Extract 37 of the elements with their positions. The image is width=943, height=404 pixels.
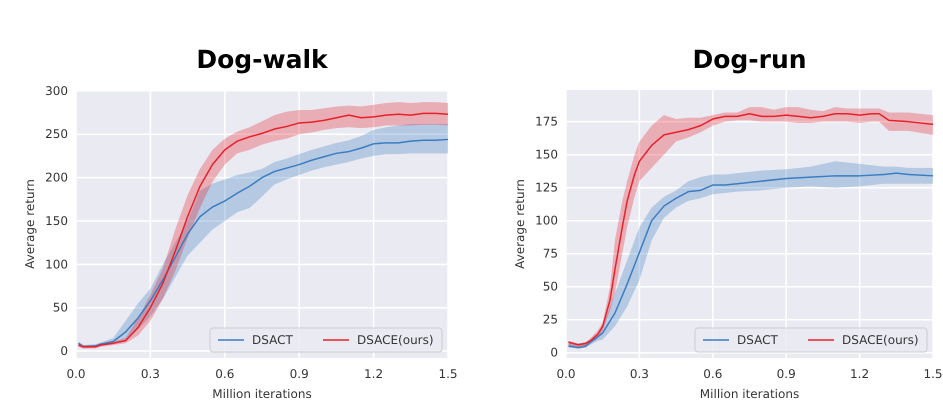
y-tick-label: 100	[535, 214, 558, 228]
x-tick-label: 0.0	[556, 367, 576, 381]
x-tick-label: 1.5	[923, 367, 943, 381]
y-tick-label: 175	[535, 114, 558, 129]
y-tick-label: 300	[45, 84, 68, 98]
x-tick-label: 0.6	[215, 367, 234, 381]
y-tick-label: 100	[45, 257, 68, 272]
legend-label: DSACT	[737, 333, 778, 347]
y-tick-label: 0	[550, 346, 558, 360]
x-tick-label: 1.2	[850, 367, 870, 381]
y-tick-label: 200	[45, 170, 68, 185]
x-tick-label: 0.3	[630, 367, 649, 381]
chart-title: Dog-run	[692, 45, 807, 74]
y-tick-label: 150	[535, 148, 558, 162]
y-tick-label: 50	[542, 280, 558, 294]
x-tick-label: 1.2	[364, 367, 384, 381]
y-axis-title: Average return	[513, 179, 527, 269]
x-tick-label: 0.9	[776, 367, 796, 381]
legend-label: DSACT	[252, 333, 294, 347]
legend-label: DSACE(ours)	[842, 333, 919, 347]
x-tick-label: 0.0	[66, 367, 86, 381]
legend-label: DSACE(ours)	[357, 333, 434, 347]
y-axis-title: Average return	[23, 179, 37, 269]
y-tick-label: 0	[60, 344, 68, 358]
x-axis-title: Million iterations	[212, 387, 312, 401]
x-axis-title: Million iterations	[700, 387, 800, 401]
y-tick-label: 125	[535, 180, 558, 195]
y-tick-label: 50	[52, 300, 68, 315]
y-tick-label: 25	[542, 312, 558, 327]
y-tick-label: 75	[542, 246, 558, 261]
x-tick-label: 0.3	[140, 367, 160, 381]
y-tick-label: 150	[45, 214, 68, 228]
x-tick-label: 1.5	[438, 367, 458, 381]
chart-title: Dog-walk	[196, 45, 330, 74]
x-tick-label: 0.6	[703, 367, 722, 381]
x-tick-label: 0.9	[290, 367, 309, 381]
y-tick-label: 250	[45, 127, 68, 142]
